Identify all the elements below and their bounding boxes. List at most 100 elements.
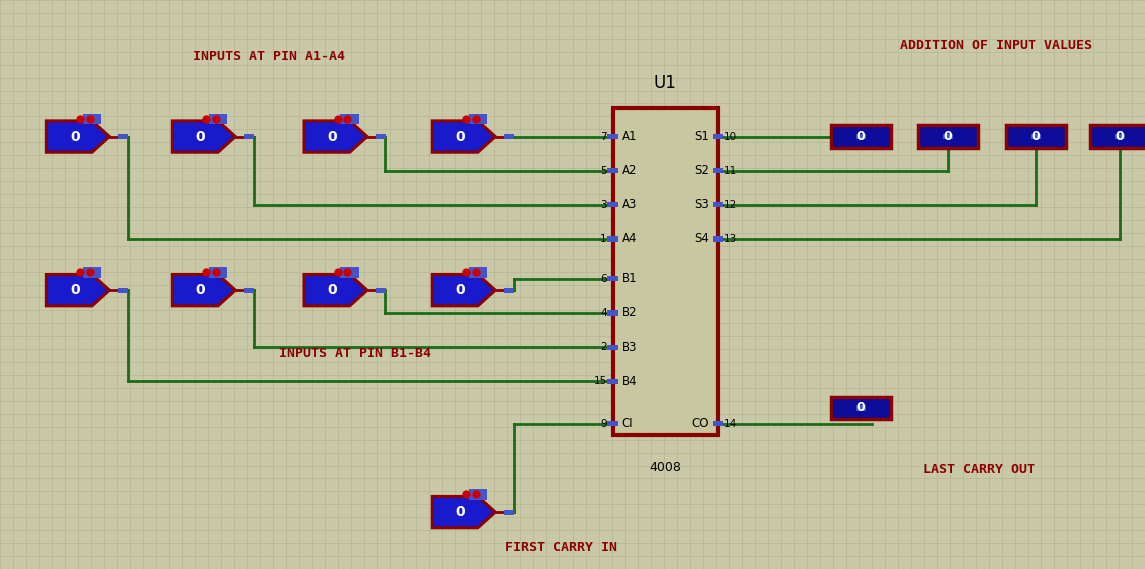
Bar — [608, 168, 618, 173]
Text: 0: 0 — [327, 130, 337, 143]
Bar — [712, 203, 724, 207]
Bar — [712, 134, 724, 139]
Bar — [1006, 125, 1066, 147]
Text: A4: A4 — [622, 233, 638, 245]
Bar — [918, 125, 978, 147]
Bar — [468, 489, 487, 500]
Text: CI: CI — [622, 418, 633, 430]
Bar — [608, 237, 618, 242]
Text: 12: 12 — [724, 200, 737, 210]
Bar — [1030, 134, 1042, 139]
Bar — [712, 203, 724, 207]
Bar — [608, 311, 618, 315]
Polygon shape — [47, 121, 110, 152]
Text: A2: A2 — [622, 164, 638, 177]
Text: 4: 4 — [600, 308, 607, 318]
Text: 0: 0 — [943, 130, 953, 143]
Text: 9: 9 — [600, 419, 607, 429]
Polygon shape — [303, 275, 366, 306]
Bar — [208, 267, 227, 278]
Text: 0: 0 — [70, 283, 79, 297]
Bar — [831, 397, 891, 419]
Text: ADDITION OF INPUT VALUES: ADDITION OF INPUT VALUES — [900, 39, 1092, 52]
Bar — [712, 237, 724, 242]
Text: 0: 0 — [456, 505, 465, 519]
Polygon shape — [433, 496, 496, 528]
Polygon shape — [172, 121, 236, 152]
Bar — [208, 114, 227, 124]
Text: 11: 11 — [724, 166, 737, 176]
Bar — [340, 114, 358, 124]
Bar — [118, 288, 128, 292]
Bar — [504, 134, 514, 139]
Polygon shape — [47, 275, 110, 306]
Bar — [712, 168, 724, 173]
Bar — [468, 114, 487, 124]
Bar — [613, 108, 718, 435]
Text: 0: 0 — [456, 130, 465, 143]
Bar — [376, 288, 386, 292]
Text: LAST CARRY OUT: LAST CARRY OUT — [923, 463, 1035, 476]
Text: 1: 1 — [600, 234, 607, 244]
Text: 0: 0 — [327, 283, 337, 297]
Text: A3: A3 — [622, 199, 637, 211]
Bar — [82, 267, 101, 278]
Bar — [244, 134, 254, 139]
Text: B1: B1 — [622, 273, 638, 285]
Bar — [244, 288, 254, 292]
Text: A1: A1 — [622, 130, 638, 143]
Bar — [118, 134, 128, 139]
Text: 0: 0 — [70, 130, 79, 143]
Text: 0: 0 — [1032, 130, 1041, 143]
Text: INPUTS AT PIN B1-B4: INPUTS AT PIN B1-B4 — [279, 348, 431, 360]
Bar — [712, 134, 724, 139]
Bar — [712, 168, 724, 173]
Text: 0: 0 — [856, 130, 866, 143]
Bar — [1090, 125, 1145, 147]
Text: 3: 3 — [600, 200, 607, 210]
Polygon shape — [303, 121, 366, 152]
Text: S3: S3 — [694, 199, 709, 211]
Text: FIRST CARRY IN: FIRST CARRY IN — [505, 541, 617, 554]
Bar — [468, 267, 487, 278]
Text: 4008: 4008 — [649, 461, 681, 474]
Text: B2: B2 — [622, 307, 638, 319]
Polygon shape — [433, 121, 496, 152]
Text: 0: 0 — [1115, 130, 1124, 143]
Text: 2: 2 — [600, 342, 607, 352]
Bar — [608, 203, 618, 207]
Text: 5: 5 — [600, 166, 607, 176]
Text: 14: 14 — [724, 419, 737, 429]
Bar — [504, 510, 514, 514]
Text: S2: S2 — [694, 164, 709, 177]
Text: 6: 6 — [600, 274, 607, 284]
Bar — [608, 344, 618, 349]
Bar — [1115, 134, 1126, 139]
Text: 0: 0 — [196, 283, 205, 297]
Bar — [712, 421, 724, 427]
Bar — [608, 379, 618, 384]
Text: U1: U1 — [654, 74, 677, 92]
Polygon shape — [172, 275, 236, 306]
Text: 13: 13 — [724, 234, 737, 244]
Text: 0: 0 — [456, 283, 465, 297]
Bar — [712, 421, 724, 427]
Text: 0: 0 — [856, 402, 866, 414]
Text: S4: S4 — [694, 233, 709, 245]
Bar — [504, 288, 514, 292]
Bar — [943, 134, 954, 139]
Bar — [376, 134, 386, 139]
Bar — [82, 114, 101, 124]
Text: B4: B4 — [622, 375, 638, 387]
Bar — [608, 134, 618, 139]
Text: INPUTS AT PIN A1-A4: INPUTS AT PIN A1-A4 — [194, 51, 345, 63]
Bar — [831, 125, 891, 147]
Bar — [856, 405, 867, 411]
Text: S1: S1 — [694, 130, 709, 143]
Text: 15: 15 — [593, 376, 607, 386]
Bar — [340, 267, 358, 278]
Text: 0: 0 — [196, 130, 205, 143]
Bar — [856, 134, 867, 139]
Bar — [712, 237, 724, 242]
Text: B3: B3 — [622, 341, 638, 353]
